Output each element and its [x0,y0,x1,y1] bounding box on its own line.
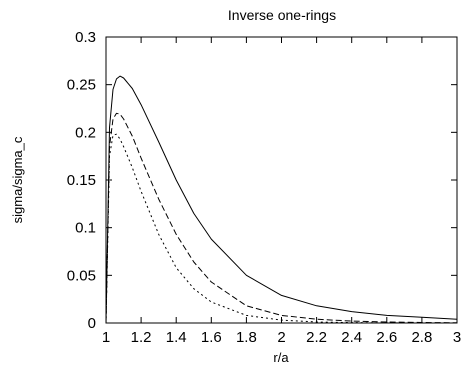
y-tick-label: 0.3 [75,29,96,46]
plot-frame [105,36,458,324]
x-tick-label: 2 [277,329,285,346]
x-tick-label: 3 [453,329,461,346]
y-tick-label: 0 [88,315,96,332]
x-tick-label: 1 [102,329,110,346]
series-line-dashed [105,112,458,324]
x-tick-label: 1.2 [131,329,152,346]
series-line-dotted [105,133,457,324]
series-line-solid [105,75,458,324]
y-tick-label: 0.2 [75,124,96,141]
series-group [105,75,458,324]
x-tick-label: 1.6 [201,329,222,346]
axis-ticks: 1 1.2 1.4 1.6 1.8 2 2.2 2.4 2.6 2.8 3 0 0.05 0.1 0.15 0… [67,29,461,346]
chart-title: Inverse one-rings [228,7,336,23]
y-tick-label: 0.25 [67,77,96,94]
x-tick-label: 2.8 [411,329,432,346]
x-tick-label: 2.6 [376,329,397,346]
y-tick-label: 0.1 [75,220,96,237]
y-tick-label: 0.05 [67,267,96,284]
x-tick-label: 1.4 [166,329,187,346]
x-tick-label: 2.2 [306,329,327,346]
y-axis-label: sigma/sigma_c [10,136,25,223]
y-tick-label: 0.15 [67,172,96,189]
x-tick-label: 1.8 [236,329,257,346]
x-axis-label: r/a [273,350,289,365]
x-tick-label: 2.4 [341,329,362,346]
